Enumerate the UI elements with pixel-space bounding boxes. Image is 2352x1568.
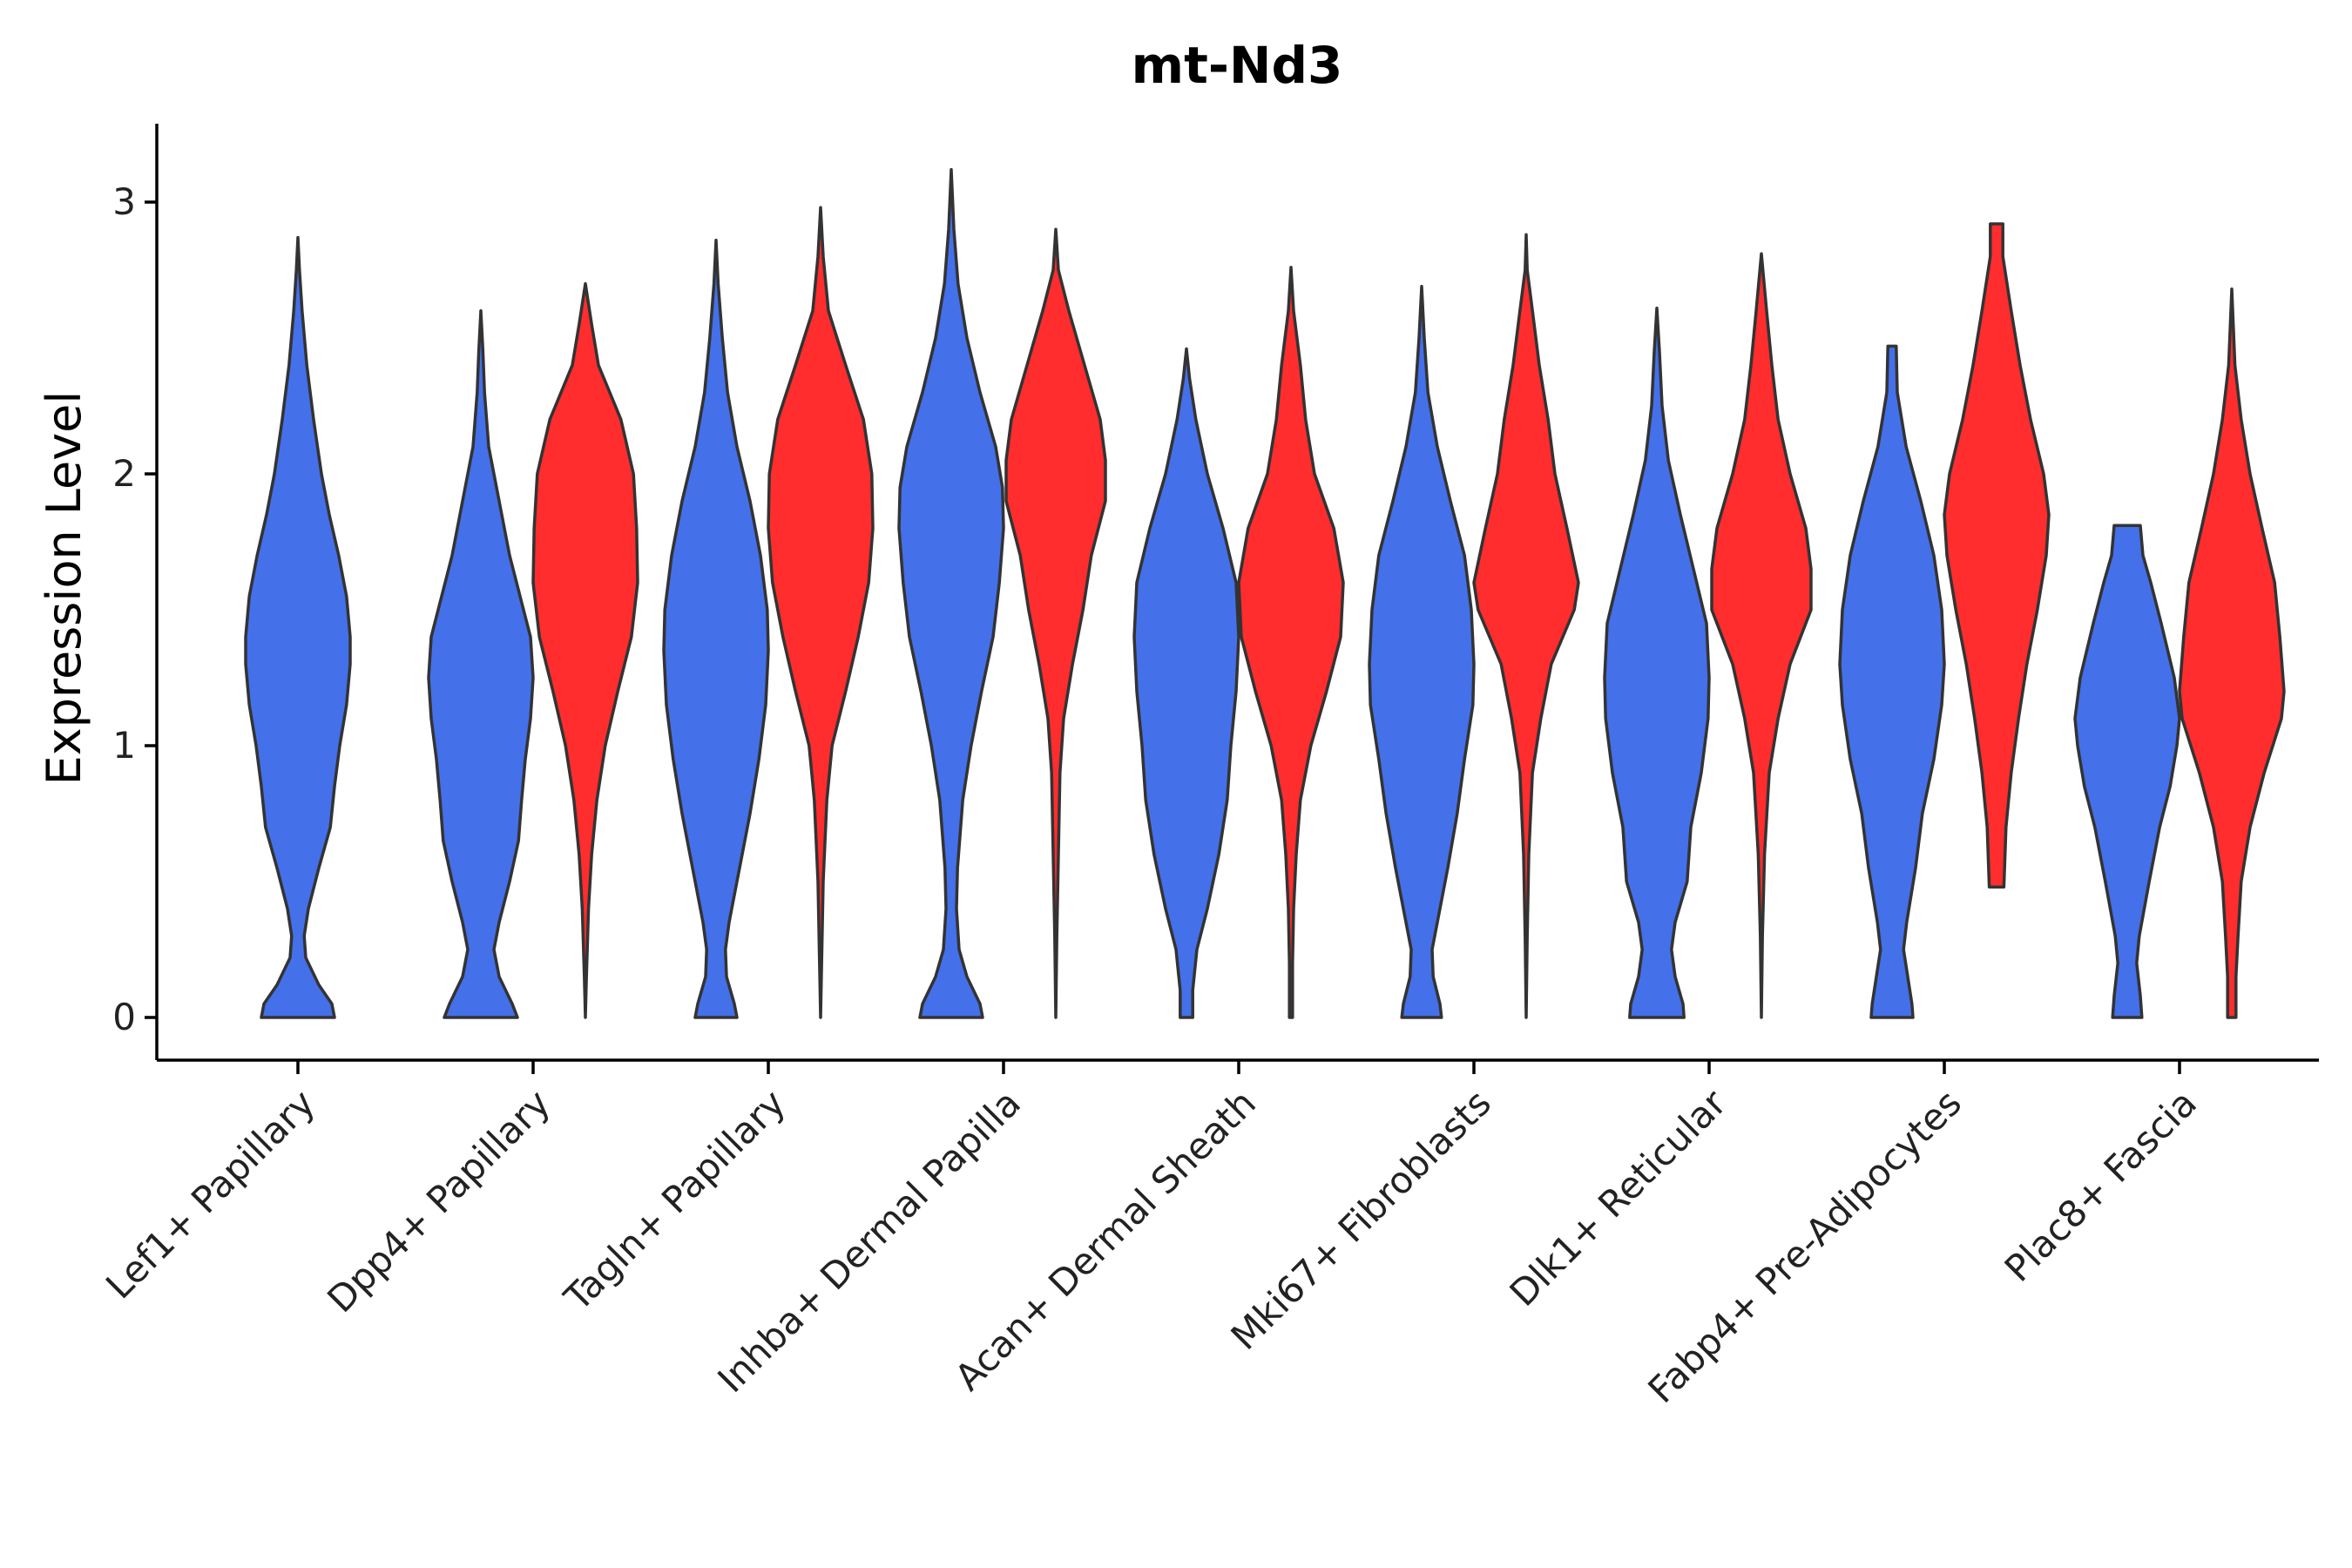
y-tick-label: 1 bbox=[112, 724, 136, 767]
violin-group-1 bbox=[1603, 306, 1711, 1019]
violin-group-1 bbox=[1838, 344, 1946, 1019]
chart-title: mt-Nd3 bbox=[1132, 36, 1343, 95]
x-tick-label: Dlk1+ Reticular bbox=[1502, 1081, 1735, 1315]
x-tick-label: Mki67+ Fibroblasts bbox=[1223, 1081, 1499, 1357]
violin-group-2 bbox=[1943, 222, 2051, 889]
violin-group-2 bbox=[1472, 233, 1580, 1019]
y-tick-label: 3 bbox=[112, 180, 136, 223]
violin-group-1 bbox=[1132, 347, 1240, 1019]
violin-group-1 bbox=[662, 238, 770, 1019]
x-tick-label: Tagln+ Papillary bbox=[556, 1081, 794, 1319]
violin-group-1 bbox=[1368, 284, 1476, 1019]
violin-group-2 bbox=[2178, 287, 2286, 1019]
y-axis-label: Expression Level bbox=[37, 391, 91, 786]
violin-group-2 bbox=[1710, 252, 1813, 1019]
violin-group-2 bbox=[1237, 266, 1345, 1019]
violin-group-1 bbox=[897, 167, 1005, 1019]
violin-group-1 bbox=[2073, 524, 2181, 1019]
violin-group-1 bbox=[244, 235, 352, 1019]
x-tick-label: Plac8+ Fascia bbox=[1997, 1081, 2205, 1289]
y-tick-label: 0 bbox=[112, 996, 136, 1038]
violins-layer bbox=[244, 167, 2286, 1019]
violin-group-2 bbox=[1004, 227, 1107, 1019]
x-tick-label: Lef1+ Papillary bbox=[98, 1081, 323, 1307]
y-tick-label: 2 bbox=[112, 452, 136, 495]
y-ticks: 0 1 2 3 bbox=[112, 180, 157, 1038]
x-tick-label: Dpp4+ Papillary bbox=[319, 1081, 558, 1321]
violin-group-1 bbox=[427, 309, 535, 1019]
violin-group-2 bbox=[531, 281, 639, 1019]
violin-group-2 bbox=[767, 206, 875, 1019]
